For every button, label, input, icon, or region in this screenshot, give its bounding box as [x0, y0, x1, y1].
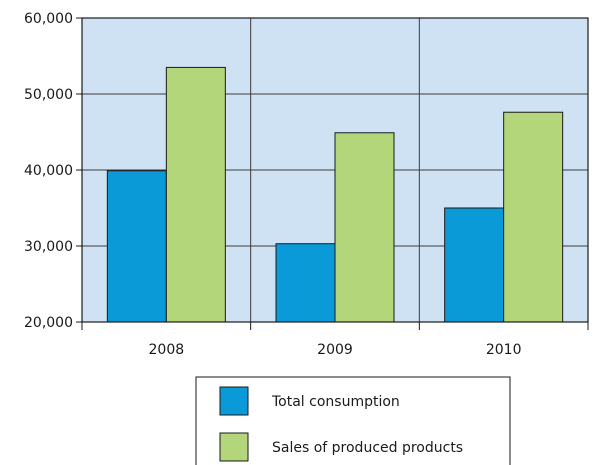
- y-tick-label: 20,000: [24, 315, 73, 331]
- bar-sales-of-produced-products-2008: [165, 66, 226, 323]
- bar-sales-of-produced-products-2009: [334, 132, 395, 323]
- bar-total-consumption-2009: [275, 243, 336, 323]
- y-tick-label: 30,000: [24, 239, 73, 255]
- x-tick-label: 2010: [486, 342, 522, 358]
- y-tick-label: 50,000: [24, 87, 73, 103]
- bar-total-consumption-2008: [106, 170, 167, 323]
- bar-sales-of-produced-products-2010: [503, 111, 564, 323]
- x-tick-label: 2009: [317, 342, 353, 358]
- legend-label-sales-of-produced-products: Sales of produced products: [272, 440, 463, 456]
- legend-swatch-total-consumption: [219, 386, 249, 416]
- legend: Total consumption Sales of produced produ…: [195, 376, 511, 465]
- legend-label-total-consumption: Total consumption: [271, 394, 400, 410]
- bar-total-consumption-2010: [444, 207, 505, 323]
- y-tick-label: 60,000: [24, 11, 73, 27]
- legend-swatch-sales-of-produced-products: [219, 432, 249, 462]
- x-tick-label: 2008: [149, 342, 185, 358]
- y-tick-label: 40,000: [24, 163, 73, 179]
- plot-area: 20,000 30,000 40,000 50,000 60,000 2008 2009 20…: [24, 11, 589, 358]
